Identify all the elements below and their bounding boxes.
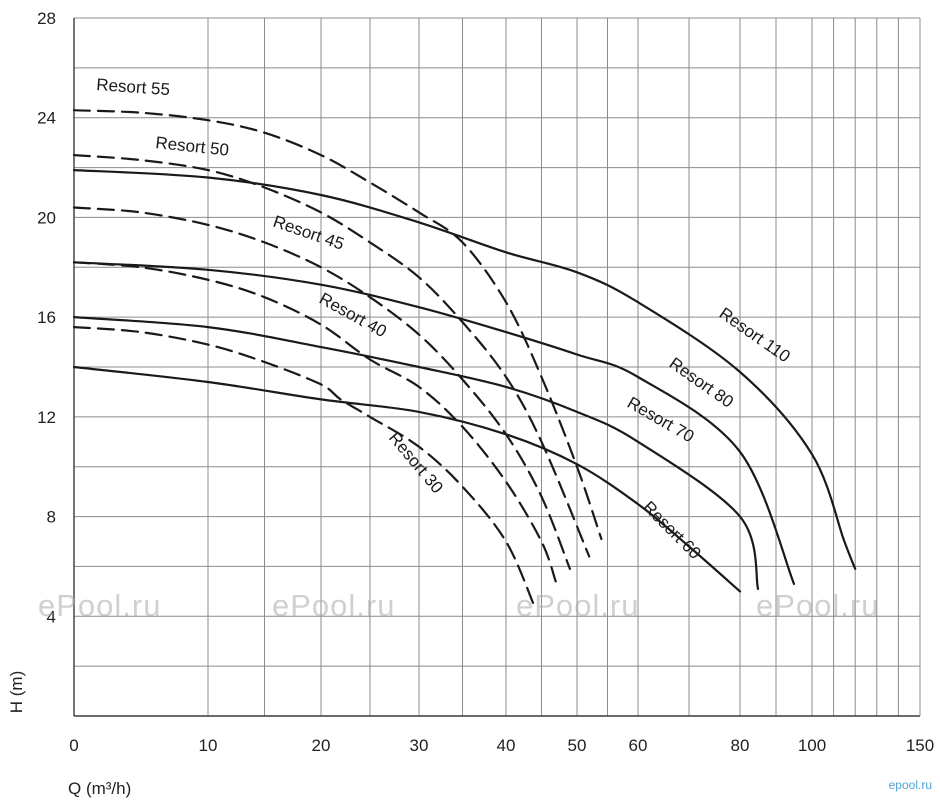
series-resort-45-label: Resort 45 bbox=[271, 212, 347, 254]
series-resort-70-label: Resort 70 bbox=[624, 393, 697, 446]
series-resort-80-curve bbox=[72, 261, 796, 585]
series-resort-110-label: Resort 110 bbox=[716, 304, 794, 367]
x-tick-label: 60 bbox=[629, 736, 648, 755]
series-resort-70-curve bbox=[72, 316, 760, 590]
x-axis-title: Q (m³/h) bbox=[68, 779, 131, 798]
series-resort-60-label: Resort 60 bbox=[639, 497, 705, 563]
y-axis-title: H (m) bbox=[7, 671, 26, 713]
x-tick-label: 50 bbox=[568, 736, 587, 755]
site-link[interactable]: epool.ru bbox=[888, 778, 932, 792]
y-tick-label: 8 bbox=[47, 508, 56, 527]
x-tick-label: 10 bbox=[199, 736, 218, 755]
series-resort-110-curve bbox=[72, 169, 857, 570]
series-resort-80-label: Resort 80 bbox=[666, 354, 737, 412]
chart-grid bbox=[74, 17, 920, 716]
series-resort-50-label: Resort 50 bbox=[155, 133, 230, 160]
x-tick-label: 100 bbox=[798, 736, 826, 755]
chart-tick-labels: 0 10 20 30 40 50 60 80 100 150 4 8 12 16 20 24 28 bbox=[37, 9, 934, 755]
series-resort-60-curve bbox=[72, 365, 742, 593]
y-tick-label: 12 bbox=[37, 408, 56, 427]
series-resort-55-label: Resort 55 bbox=[96, 75, 171, 99]
watermark-1: ePool.ru bbox=[38, 588, 162, 623]
series-resort-55-curve bbox=[72, 109, 603, 541]
y-tick-label: 16 bbox=[37, 308, 56, 327]
watermark-3: ePool.ru bbox=[516, 588, 640, 623]
x-tick-label: 30 bbox=[410, 736, 429, 755]
series-resort-30-curve bbox=[72, 326, 536, 608]
y-tick-label: 28 bbox=[37, 9, 56, 28]
y-tick-label: 24 bbox=[37, 109, 56, 128]
series-resort-45-curve bbox=[72, 206, 571, 570]
watermark-4: ePool.ru bbox=[756, 588, 880, 623]
x-tick-label: 40 bbox=[497, 736, 516, 755]
series-resort-50-curve bbox=[72, 154, 591, 558]
y-tick-label: 20 bbox=[37, 208, 56, 227]
chart-series bbox=[72, 109, 857, 608]
x-tick-label: 0 bbox=[69, 736, 78, 755]
watermark-2: ePool.ru bbox=[272, 588, 396, 623]
x-tick-label: 20 bbox=[312, 736, 331, 755]
y-tick-label: 4 bbox=[47, 607, 56, 626]
x-tick-label: 80 bbox=[731, 736, 750, 755]
x-tick-label: 150 bbox=[906, 736, 934, 755]
series-resort-40-curve bbox=[72, 261, 557, 583]
